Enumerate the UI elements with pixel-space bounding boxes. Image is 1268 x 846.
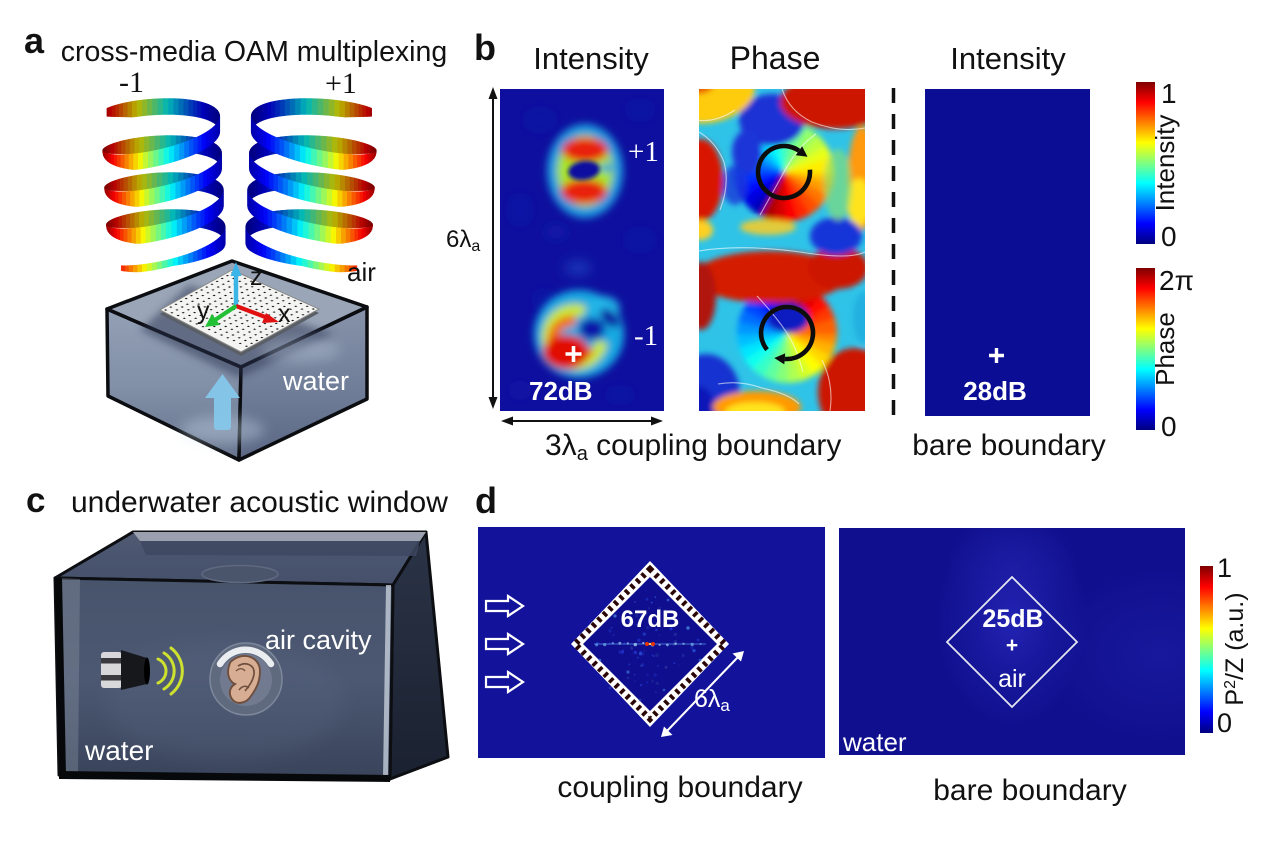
svg-text:0: 0 xyxy=(1161,221,1177,252)
svg-text:cross-media OAM multiplexing: cross-media OAM multiplexing xyxy=(61,36,447,68)
svg-text:Intensity: Intensity xyxy=(533,41,649,76)
svg-text:y: y xyxy=(197,297,210,325)
svg-text:a: a xyxy=(24,20,45,61)
svg-text:0: 0 xyxy=(1161,411,1177,442)
svg-text:Phase: Phase xyxy=(730,40,821,76)
svg-text:c: c xyxy=(26,481,45,520)
svg-text:2π: 2π xyxy=(1159,265,1194,296)
svg-text:Intensity: Intensity xyxy=(1150,115,1180,212)
svg-text:air cavity: air cavity xyxy=(265,625,372,655)
svg-text:air: air xyxy=(347,257,376,287)
svg-text:+: + xyxy=(1006,634,1018,657)
svg-text:z: z xyxy=(250,263,263,291)
svg-text:d: d xyxy=(475,480,497,521)
svg-text:Intensity: Intensity xyxy=(950,41,1066,76)
svg-text:28dB: 28dB xyxy=(963,376,1027,406)
svg-text:3λa coupling boundary: 3λa coupling boundary xyxy=(545,429,841,465)
svg-text:25dB: 25dB xyxy=(982,605,1043,633)
svg-text:1: 1 xyxy=(1161,78,1177,109)
svg-text:+1: +1 xyxy=(628,136,659,168)
svg-text:0: 0 xyxy=(1217,708,1232,738)
svg-text:72dB: 72dB xyxy=(529,376,593,406)
svg-text:Phase: Phase xyxy=(1150,312,1180,386)
svg-text:-1: -1 xyxy=(119,66,144,99)
svg-text:+1: +1 xyxy=(325,67,357,100)
svg-text:water: water xyxy=(282,366,349,396)
svg-text:underwater acoustic window: underwater acoustic window xyxy=(71,486,448,519)
svg-text:-1: -1 xyxy=(634,320,658,352)
svg-text:coupling boundary: coupling boundary xyxy=(557,771,802,804)
svg-text:bare boundary: bare boundary xyxy=(933,774,1126,807)
svg-text:water: water xyxy=(84,735,153,766)
svg-text:x: x xyxy=(278,300,291,328)
svg-text:air: air xyxy=(998,665,1026,693)
svg-text:1: 1 xyxy=(1217,553,1232,583)
svg-text:67dB: 67dB xyxy=(621,606,680,633)
svg-text:water: water xyxy=(842,727,907,757)
svg-text:b: b xyxy=(474,27,496,68)
svg-text:bare boundary: bare boundary xyxy=(912,429,1105,462)
